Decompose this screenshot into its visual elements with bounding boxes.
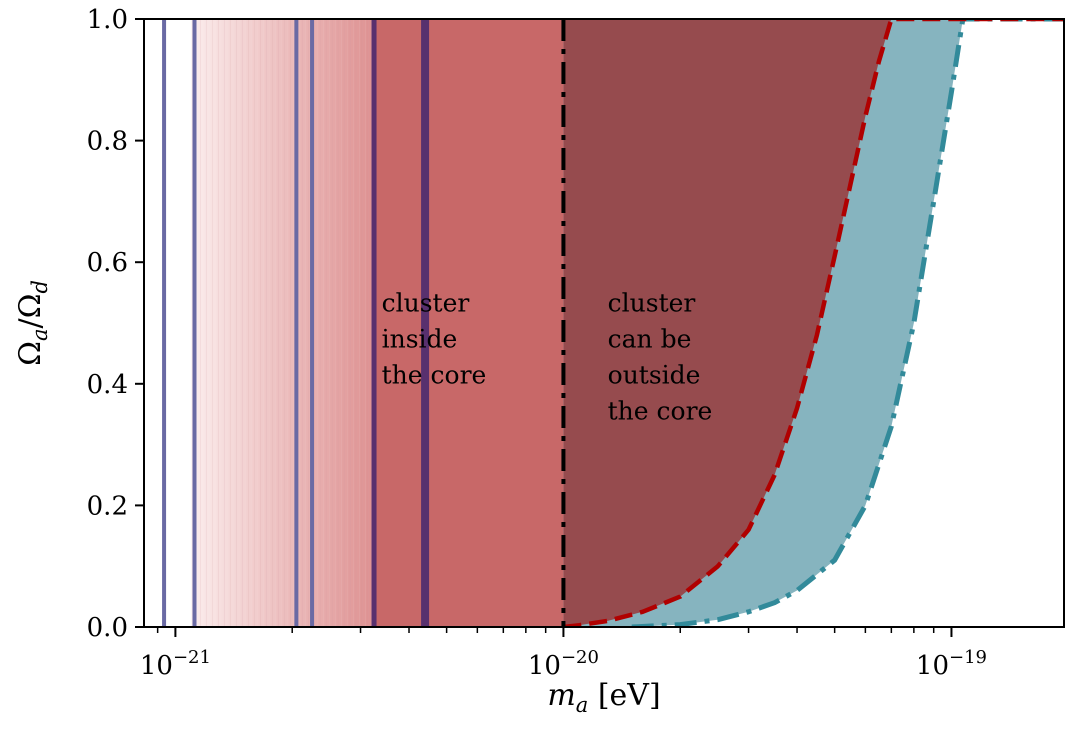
y-tick-label: 0.6	[87, 248, 128, 278]
gradient-strip	[365, 19, 369, 627]
axes-frame	[143, 18, 1065, 628]
gradient-strip	[359, 19, 363, 627]
gradient-strip	[344, 19, 348, 627]
gradient-strip	[281, 19, 285, 627]
annotation-line: cluster	[382, 289, 470, 318]
gradient-strip	[248, 19, 252, 627]
gradient-strip	[368, 19, 372, 627]
gradient-strip	[215, 19, 219, 627]
gradient-strip	[290, 19, 294, 627]
gradient-strip	[284, 19, 288, 627]
gradient-strip	[335, 19, 339, 627]
gradient-strip	[302, 19, 306, 627]
y-tick-label: 1.0	[87, 5, 128, 35]
annotation-outside: cluster can be outside the core	[608, 289, 713, 426]
gradient-strip	[236, 19, 240, 627]
gradient-strip	[341, 19, 345, 627]
solid-region	[371, 19, 564, 627]
gradient-strip	[233, 19, 237, 627]
gradient-strip	[338, 19, 342, 627]
gradient-strip	[278, 19, 282, 627]
gradient-strip	[224, 19, 228, 627]
annotation-line: can be	[608, 325, 692, 354]
gradient-strip	[197, 19, 201, 627]
gradient-strip	[206, 19, 210, 627]
gradient-strip	[299, 19, 303, 627]
y-tick-label: 0.0	[87, 613, 128, 643]
gradient-region	[191, 19, 372, 627]
gradient-strip	[314, 19, 318, 627]
gradient-strip	[218, 19, 222, 627]
gradient-strip	[200, 19, 204, 627]
gradient-strip	[272, 19, 276, 627]
gradient-strip	[254, 19, 258, 627]
red-curve	[563, 19, 1064, 627]
x-tick-label: 10−20	[528, 647, 599, 681]
gradient-strip	[308, 19, 312, 627]
gradient-strip	[230, 19, 234, 627]
gradient-strip	[260, 19, 264, 627]
gradient-strip	[275, 19, 279, 627]
gradient-strip	[356, 19, 360, 627]
x-tick-label: 10−21	[140, 647, 211, 681]
gradient-strip	[239, 19, 243, 627]
gradient-strip	[242, 19, 246, 627]
labels: 0.0 0.2 0.4 0.6 0.8 1.0 10−21 10−20 10−19 ma [eV]…	[13, 5, 987, 717]
y-tick-label: 0.2	[87, 491, 128, 521]
gradient-strip	[305, 19, 309, 627]
red-region	[563, 19, 1064, 627]
gradient-strip	[251, 19, 255, 627]
annotation-line: inside	[382, 325, 458, 354]
gradient-strip	[326, 19, 330, 627]
annotation-line: outside	[608, 361, 701, 390]
y-tick-label: 0.8	[87, 127, 128, 157]
gradient-strip	[362, 19, 366, 627]
gradient-strip	[266, 19, 270, 627]
gradient-strip	[323, 19, 327, 627]
gradient-strip	[347, 19, 351, 627]
gradient-strip	[269, 19, 273, 627]
gradient-strip	[203, 19, 207, 627]
x-axis-label: ma [eV]	[547, 678, 660, 717]
gradient-strip	[245, 19, 249, 627]
y-tick-label: 0.4	[87, 370, 128, 400]
teal-curve	[631, 19, 1064, 627]
gradient-strip	[221, 19, 225, 627]
plot-area	[162, 19, 1064, 627]
gradient-strip	[209, 19, 213, 627]
annotation-line: the core	[382, 361, 487, 390]
axes	[135, 18, 1065, 637]
gradient-strip	[332, 19, 336, 627]
gradient-strip	[227, 19, 231, 627]
annotation-inside: cluster inside the core	[382, 289, 487, 390]
gradient-strip	[287, 19, 291, 627]
annotation-line: cluster	[608, 289, 696, 318]
x-tick-label: 10−19	[916, 647, 987, 681]
gradient-strip	[350, 19, 354, 627]
gradient-strip	[263, 19, 267, 627]
gradient-strip	[329, 19, 333, 627]
gradient-strip	[257, 19, 261, 627]
gradient-strip	[353, 19, 357, 627]
gradient-strip	[212, 19, 216, 627]
gradient-strip	[317, 19, 321, 627]
y-axis-label: Ωa/Ωd	[13, 280, 52, 366]
annotation-line: the core	[608, 397, 713, 426]
gradient-strip	[320, 19, 324, 627]
